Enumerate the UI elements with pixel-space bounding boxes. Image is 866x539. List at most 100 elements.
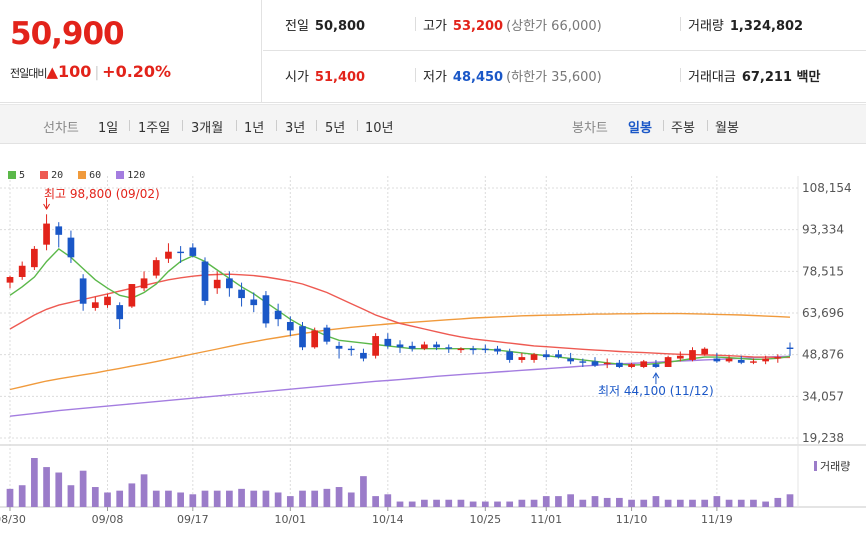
volume-bar [408, 501, 416, 507]
volume-bar [506, 501, 514, 507]
candle-body [31, 248, 38, 268]
volume-bar [725, 499, 733, 507]
change-divider: | [94, 65, 100, 81]
candle-body [445, 347, 453, 349]
y-tick-label: 63,696 [802, 306, 844, 320]
period-1w[interactable]: 1주일 [138, 121, 171, 136]
volume-bar [555, 496, 562, 507]
candle-body [79, 278, 87, 304]
candle-body [189, 247, 197, 256]
candle-body [762, 358, 769, 362]
period-3y[interactable]: 3년 [285, 121, 306, 136]
high-price: 고가 53,200 (상한가 66,000) [415, 15, 602, 34]
volume-bar [676, 499, 684, 507]
y-tick-label: 108,154 [802, 181, 852, 195]
volume-bar [128, 483, 136, 507]
volume-bar [6, 488, 14, 507]
volume-bar [603, 497, 611, 507]
x-tick-label: 09/17 [177, 513, 209, 526]
low-arrow-head [652, 372, 660, 379]
divider [357, 120, 358, 131]
candle-body [628, 364, 635, 367]
candle-weekly[interactable]: 주봉 [671, 121, 695, 136]
candle-daily[interactable]: 일봉 [628, 121, 652, 136]
candle-body [104, 296, 111, 306]
candle-monthly[interactable]: 월봉 [715, 121, 739, 136]
legend-label: 20 [51, 170, 64, 181]
volume-bar [116, 490, 124, 507]
candle-body [396, 344, 404, 348]
y-tick-label: 34,057 [802, 389, 844, 403]
volume-bar [262, 490, 270, 507]
divider [182, 120, 183, 131]
volume-bar [774, 497, 782, 507]
candle-body [542, 354, 550, 358]
volume-bar [616, 497, 623, 507]
candle-body [530, 354, 538, 360]
lower-limit: (하한가 35,600) [506, 70, 602, 85]
quote-row-1: 전일 50,800 고가 53,200 (상한가 66,000) 거래량 1,324,8… [263, 0, 866, 51]
candle-body [165, 251, 172, 259]
volume-bar [238, 488, 245, 507]
x-tick-label: 11/19 [701, 513, 733, 526]
low-value: 48,450 [452, 70, 504, 85]
high-arrow-head [43, 203, 50, 210]
candle-body [18, 265, 26, 277]
period-5y[interactable]: 5년 [325, 121, 346, 136]
ma-legend: 5 20 60 120 [8, 170, 154, 181]
candle-body [737, 359, 745, 363]
candle-body [226, 278, 233, 289]
candle-body [591, 361, 599, 366]
candle-body [774, 357, 782, 359]
y-tick-label: 19,238 [802, 431, 844, 445]
price-summary: 50,900 전일대비▲100 | +0.20% [0, 0, 262, 103]
volume-bar [664, 499, 672, 507]
volume-bar [433, 499, 440, 507]
volume-bar [67, 485, 75, 507]
divider [276, 120, 277, 131]
period-10y[interactable]: 10년 [365, 121, 394, 136]
volume-bar [713, 496, 721, 507]
candle-body [481, 348, 489, 351]
volume-bar [299, 490, 306, 507]
legend-swatch [8, 171, 16, 179]
volume-bar [445, 499, 453, 507]
candle-body [506, 351, 514, 360]
candle-body [713, 358, 721, 362]
volume-bar [360, 476, 367, 507]
volume-bar [311, 490, 319, 507]
candle-body [616, 362, 623, 367]
candle-body [55, 226, 63, 235]
trade-amount: 거래대금 67,211 백만 [679, 66, 820, 85]
period-1d[interactable]: 1일 [98, 121, 119, 136]
divider [707, 120, 708, 131]
volume-bar [701, 499, 709, 507]
candle-body [372, 336, 379, 356]
candle-body [347, 348, 355, 351]
price-chart-svg: 108,154 93,334 78,515 63,696 48,876 34,057 19,… [0, 176, 866, 526]
candle-body [360, 352, 367, 359]
legend-swatch [40, 171, 49, 179]
period-1y[interactable]: 1년 [244, 121, 265, 136]
legend-item-ma5: 5 [8, 170, 25, 181]
candle-body [250, 299, 258, 306]
x-tick-label: 10/25 [469, 513, 501, 526]
x-tick-label: 11/10 [616, 513, 648, 526]
candle-body [518, 357, 526, 360]
legend-item-ma120: 120 [116, 170, 145, 181]
high-value: 53,200 [452, 19, 504, 34]
legend-swatch [78, 171, 87, 179]
volume-bar [31, 458, 38, 507]
candle-body [701, 348, 709, 355]
y-tick-label: 48,876 [802, 348, 844, 362]
period-3m[interactable]: 3개월 [191, 121, 224, 136]
candle-body [238, 289, 245, 299]
volume-bar [18, 485, 26, 507]
current-price: 50,900 [10, 16, 125, 52]
legend-label: 120 [127, 170, 146, 181]
volume-bar [652, 496, 660, 507]
low-annotation: 최저 44,100 (11/12) [598, 384, 714, 398]
ma120-line [9, 355, 791, 417]
high-annotation: 최고 98,800 (09/02) [44, 187, 160, 201]
volume-bar [494, 501, 501, 507]
